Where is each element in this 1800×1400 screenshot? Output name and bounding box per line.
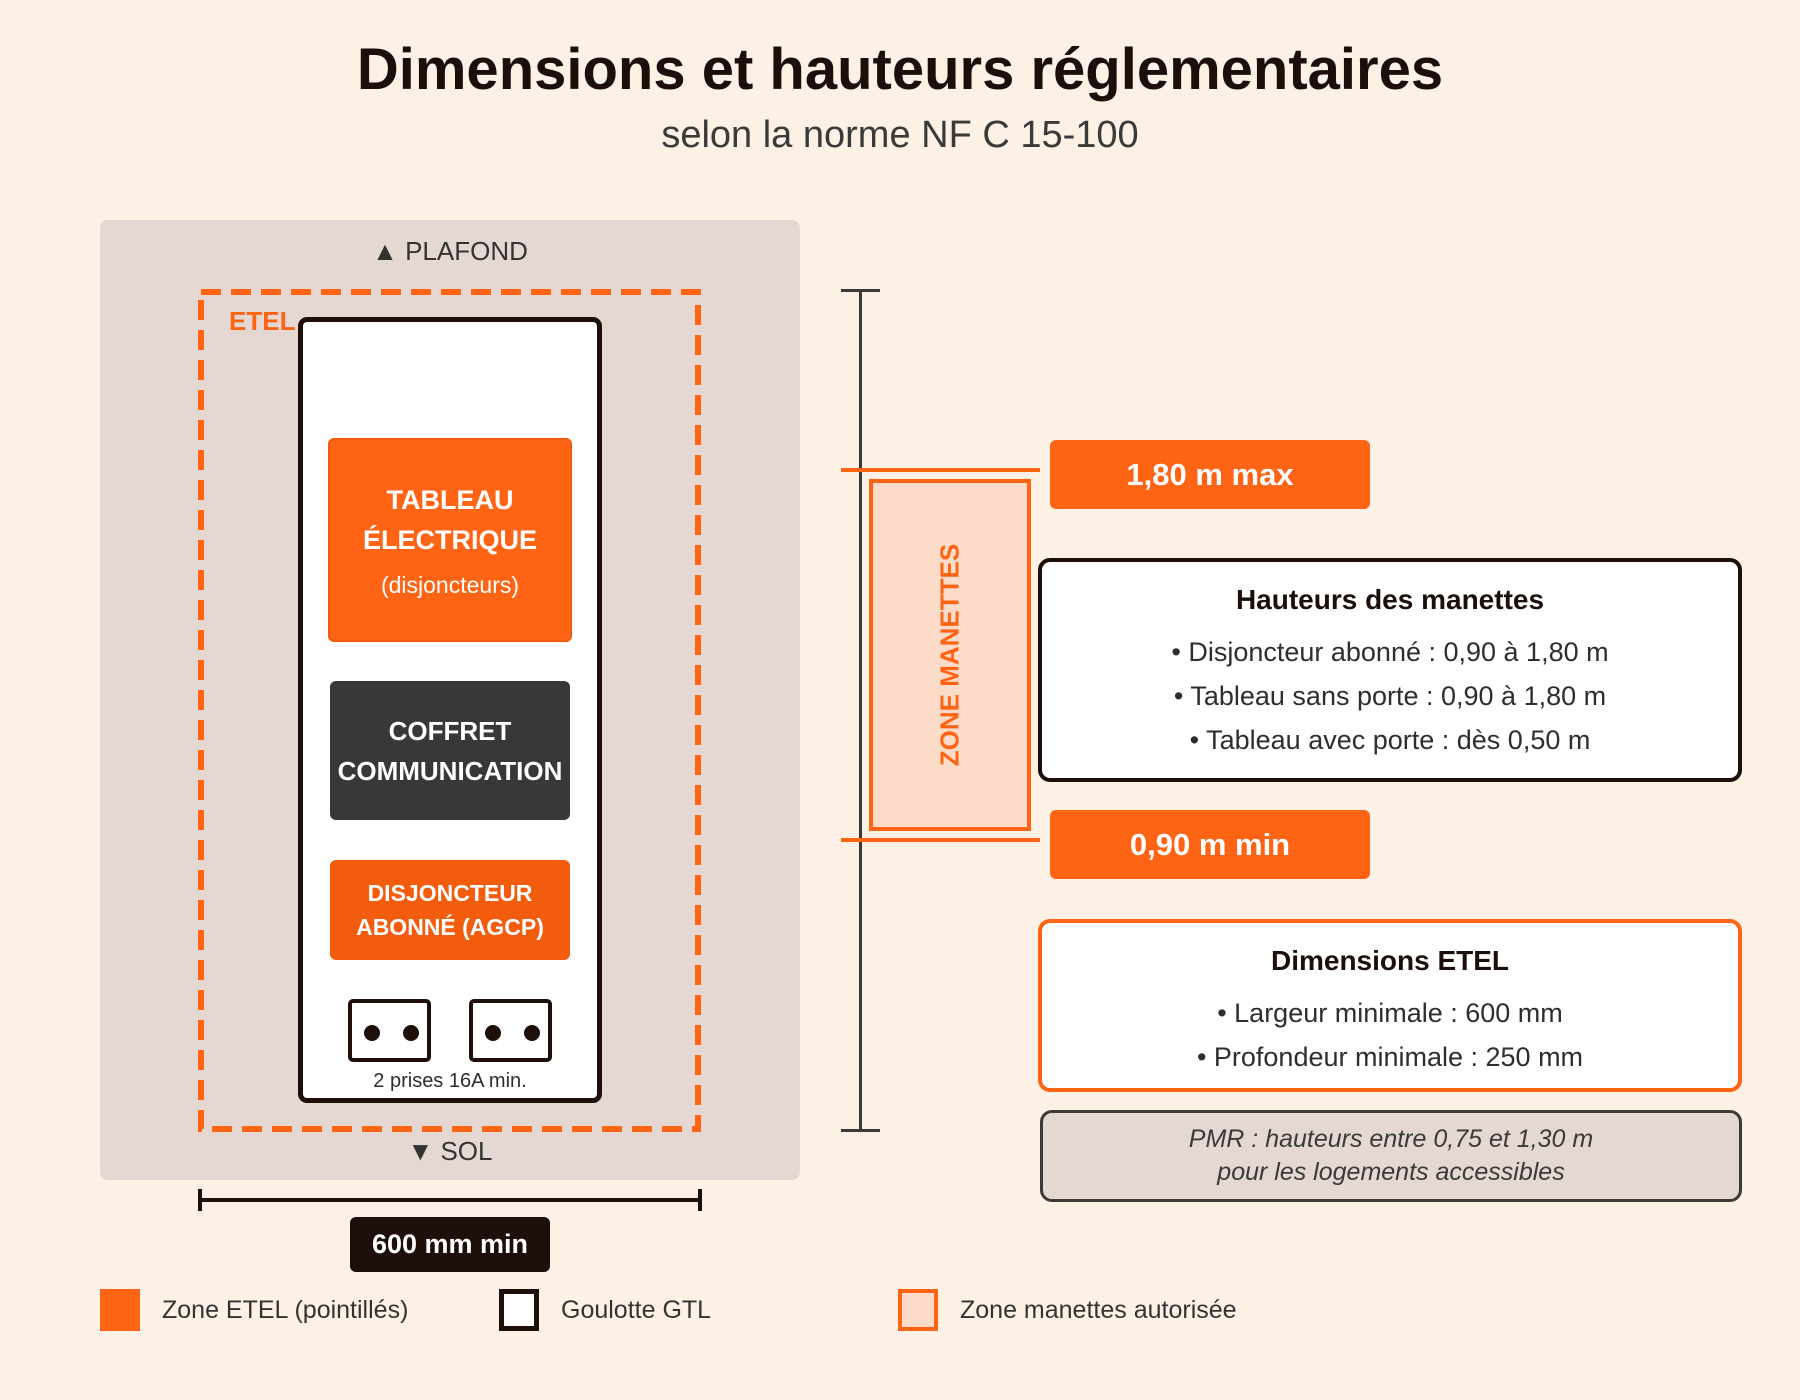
- dimensions-card: Dimensions ETEL • Largeur minimale : 600…: [1038, 919, 1742, 1092]
- page-title: Dimensions et hauteurs réglementaires: [356, 37, 1444, 102]
- min-height-badge: 0,90 m min: [1050, 810, 1370, 879]
- pmr-line1: PMR : hauteurs entre 0,75 et 1,30 m: [1188, 1125, 1594, 1153]
- scale-cap-top: [841, 289, 880, 292]
- outlet-icon: [469, 999, 552, 1062]
- min-height-marker: [841, 838, 1040, 842]
- width-dimension-line: [199, 1198, 701, 1202]
- height-scale-line: [859, 290, 862, 1131]
- dimensions-item: • Profondeur minimale : 250 mm: [1196, 1042, 1584, 1072]
- orange-swatch-icon: [100, 1289, 140, 1331]
- tableau-sub: (disjoncteurs): [380, 572, 520, 598]
- outlet-icon: [348, 999, 431, 1062]
- width-badge: 600 mm min: [350, 1217, 550, 1272]
- outlets-caption: 2 prises 16A min.: [373, 1070, 527, 1092]
- zone-manettes-label: ZONE MANETTES: [934, 543, 965, 767]
- legend-label: Goulotte GTL: [561, 1295, 712, 1324]
- legend-item-etel: Zone ETEL (pointillés): [100, 1288, 408, 1332]
- max-height-marker: [841, 468, 1040, 472]
- legend-label: Zone ETEL (pointillés): [162, 1295, 409, 1324]
- legend-item-zone: Zone manettes autorisée: [898, 1288, 1237, 1332]
- dimensions-title: Dimensions ETEL: [1270, 945, 1510, 976]
- page-subtitle: selon la norme NF C 15-100: [661, 114, 1139, 156]
- dimension-cap: [698, 1189, 702, 1211]
- white-swatch-icon: [499, 1289, 539, 1331]
- legend-item-gtl: Goulotte GTL: [499, 1288, 711, 1332]
- hauteurs-title: Hauteurs des manettes: [1235, 584, 1545, 615]
- dimensions-item: • Largeur minimale : 600 mm: [1217, 998, 1563, 1028]
- peach-swatch-icon: [898, 1289, 938, 1331]
- tableau-electrique-block: TABLEAU ÉLECTRIQUE (disjoncteurs): [328, 438, 572, 642]
- pmr-line2: pour les logements accessibles: [1217, 1158, 1565, 1186]
- legend-label: Zone manettes autorisée: [960, 1295, 1237, 1324]
- hauteurs-item: • Tableau avec porte : dès 0,50 m: [1189, 725, 1591, 755]
- dimension-cap: [198, 1189, 202, 1211]
- disjoncteur-abonne-block: DISJONCTEUR ABONNÉ (AGCP): [330, 860, 570, 960]
- max-height-badge: 1,80 m max: [1050, 440, 1370, 509]
- scale-cap-bottom: [841, 1129, 880, 1132]
- tableau-line2: ÉLECTRIQUE: [362, 525, 537, 555]
- zone-manettes: ZONE MANETTES: [869, 479, 1031, 831]
- hauteurs-item: • Tableau sans porte : 0,90 à 1,80 m: [1173, 681, 1607, 711]
- pmr-note: PMR : hauteurs entre 0,75 et 1,30 m pour…: [1040, 1110, 1742, 1202]
- etel-dashed-zone: [198, 289, 701, 1132]
- etel-label: ETEL: [229, 306, 296, 336]
- tableau-line1: TABLEAU: [386, 485, 514, 515]
- disj-line2: ABONNÉ (AGCP): [356, 914, 544, 940]
- ceiling-label: ▲ PLAFOND: [372, 236, 528, 266]
- hauteurs-card: Hauteurs des manettes • Disjoncteur abon…: [1038, 558, 1742, 782]
- disj-line1: DISJONCTEUR: [367, 880, 533, 906]
- coffret-line1: COFFRET: [388, 715, 512, 746]
- hauteurs-item: • Disjoncteur abonné : 0,90 à 1,80 m: [1171, 637, 1609, 667]
- coffret-line2: COMMUNICATION: [337, 755, 563, 786]
- coffret-communication-block: COFFRET COMMUNICATION: [330, 681, 570, 820]
- floor-label: ▼ SOL: [407, 1136, 493, 1166]
